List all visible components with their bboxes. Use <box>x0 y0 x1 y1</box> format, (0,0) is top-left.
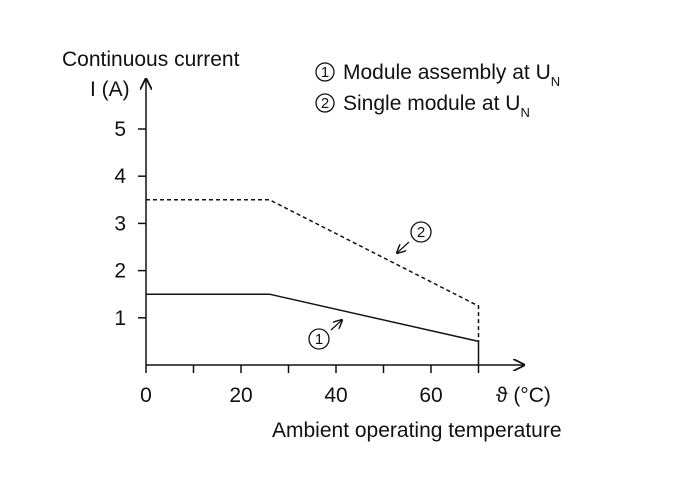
legend-item-2: 2 Single module at UN <box>315 92 530 120</box>
callout-2-circle <box>410 221 432 243</box>
x-axis-symbol: ϑ (°C) <box>496 384 551 407</box>
x-tick-label: 20 <box>229 384 252 407</box>
y-tick-label: 2 <box>114 260 126 283</box>
legend: 1 Module assembly at UN 2 Single module … <box>315 61 560 120</box>
legend-item-1: 1 Module assembly at UN <box>315 61 560 89</box>
x-tick-label: 60 <box>419 384 442 407</box>
callout-2: 2 <box>397 221 432 253</box>
series-line-1 <box>146 293 480 365</box>
legend-label-2: Single module at UN <box>343 92 530 120</box>
callout-1-arrow <box>330 320 342 331</box>
callout-1-circle <box>308 328 330 350</box>
x-axis-label: Ambient operating temperature <box>272 419 562 442</box>
callout-1: 1 <box>308 320 342 350</box>
legend-marker-2 <box>315 93 335 113</box>
series-line-2 <box>146 199 480 342</box>
x-tick-label: 40 <box>324 384 347 407</box>
series-layer <box>146 199 480 365</box>
axis-ticks: 1 2 3 4 5 0 20 40 60 <box>114 118 480 407</box>
callout-2-arrow <box>397 241 410 253</box>
legend-marker-1 <box>315 62 335 82</box>
legend-marker-2-label: 2 <box>321 95 329 112</box>
y-tick-label: 1 <box>114 307 126 330</box>
legend-label-1: Module assembly at UN <box>343 61 560 89</box>
y-tick-label: 4 <box>114 165 126 188</box>
y-axis-label-line1: Continuous current <box>62 48 240 71</box>
callout-1-label: 1 <box>315 331 323 348</box>
y-tick-label: 3 <box>114 212 126 235</box>
y-tick-label: 5 <box>114 118 126 141</box>
callout-2-label: 2 <box>417 224 425 241</box>
x-tick-label: 0 <box>140 384 152 407</box>
legend-marker-1-label: 1 <box>321 64 329 81</box>
y-axis-label-line2: I (A) <box>90 78 130 101</box>
